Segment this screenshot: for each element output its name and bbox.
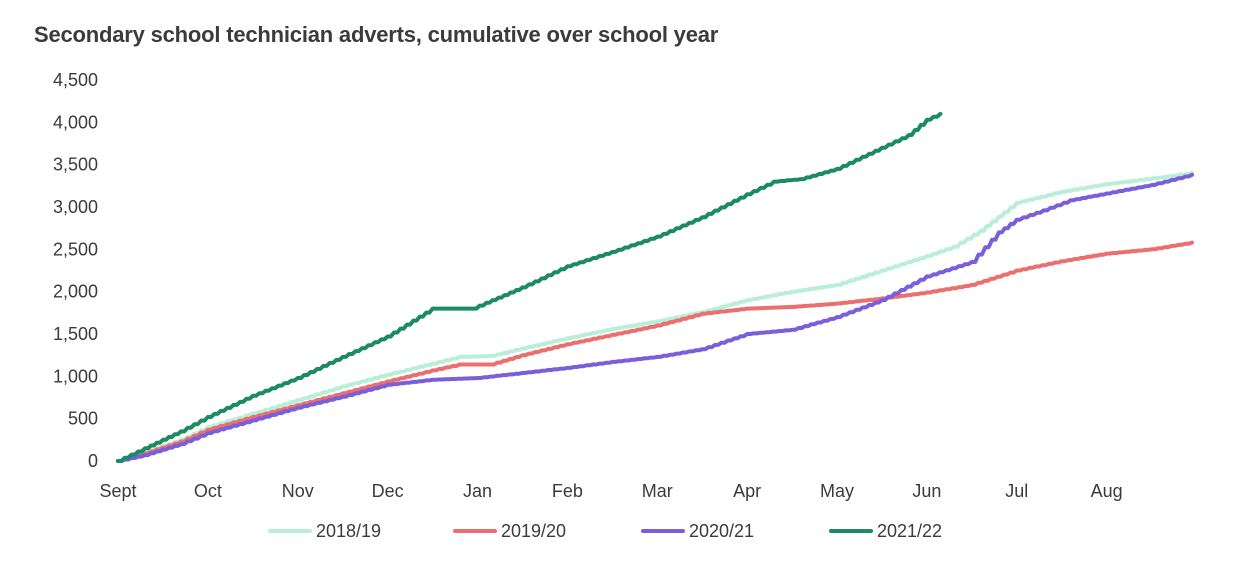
series-line-2019-20	[116, 240, 1194, 463]
y-tick-label: 500	[68, 409, 98, 429]
x-tick-label: Mar	[642, 481, 673, 501]
y-tick-label: 1,500	[53, 324, 98, 344]
legend-label: 2019/20	[501, 520, 567, 541]
legend-swatch	[641, 529, 685, 533]
legend-swatch	[453, 529, 497, 533]
x-tick-label: Feb	[552, 481, 583, 501]
legend-item-2020-21: 2020/21	[641, 516, 754, 546]
series-line-2021-22	[116, 111, 943, 463]
series-line-2020-21	[116, 172, 1194, 463]
x-tick-label: Oct	[194, 481, 222, 501]
y-tick-label: 2,000	[53, 282, 98, 302]
legend-item-2021-22: 2021/22	[829, 516, 942, 546]
y-tick-label: 2,500	[53, 239, 98, 259]
legend-item-2018-19: 2018/19	[268, 516, 381, 546]
x-tick-label: Jan	[463, 481, 492, 501]
legend-label: 2018/19	[316, 520, 382, 541]
x-tick-label: Jul	[1005, 481, 1028, 501]
x-tick-label: Aug	[1091, 481, 1123, 501]
legend-label: 2021/22	[877, 520, 943, 541]
legend-label: 2020/21	[689, 520, 755, 541]
y-tick-label: 1,000	[53, 366, 98, 386]
line-chart: 0 500 1,000 1,500 2,000 2,500 3,000 3,500 4,000 4…	[53, 70, 1194, 501]
y-tick-label: 3,000	[53, 197, 98, 217]
y-tick-label: 4,500	[53, 70, 98, 90]
x-tick-label: Jun	[912, 481, 941, 501]
legend-swatch	[268, 529, 312, 533]
chart-legend: 2018/19 2019/20 2020/21 2021/22	[0, 516, 1242, 546]
y-tick-label: 0	[88, 451, 98, 471]
y-tick-label: 4,000	[53, 112, 98, 132]
x-tick-label: Apr	[733, 481, 761, 501]
legend-swatch	[829, 529, 873, 533]
x-tick-label: May	[820, 481, 854, 501]
x-tick-label: Nov	[282, 481, 314, 501]
legend-item-2019-20: 2019/20	[453, 516, 566, 546]
series-lines	[116, 111, 1194, 463]
series-line-2018-19	[116, 171, 1194, 463]
y-tick-label: 3,500	[53, 155, 98, 175]
x-tick-label: Sept	[99, 481, 136, 501]
y-axis: 0 500 1,000 1,500 2,000 2,500 3,000 3,500 4,000 4…	[53, 70, 98, 471]
x-tick-label: Dec	[372, 481, 404, 501]
x-axis: Sept Oct Nov Dec Jan Feb Mar Apr May Jun Jul Aug	[99, 481, 1122, 501]
chart-title: Secondary school technician adverts, cum…	[34, 22, 719, 47]
